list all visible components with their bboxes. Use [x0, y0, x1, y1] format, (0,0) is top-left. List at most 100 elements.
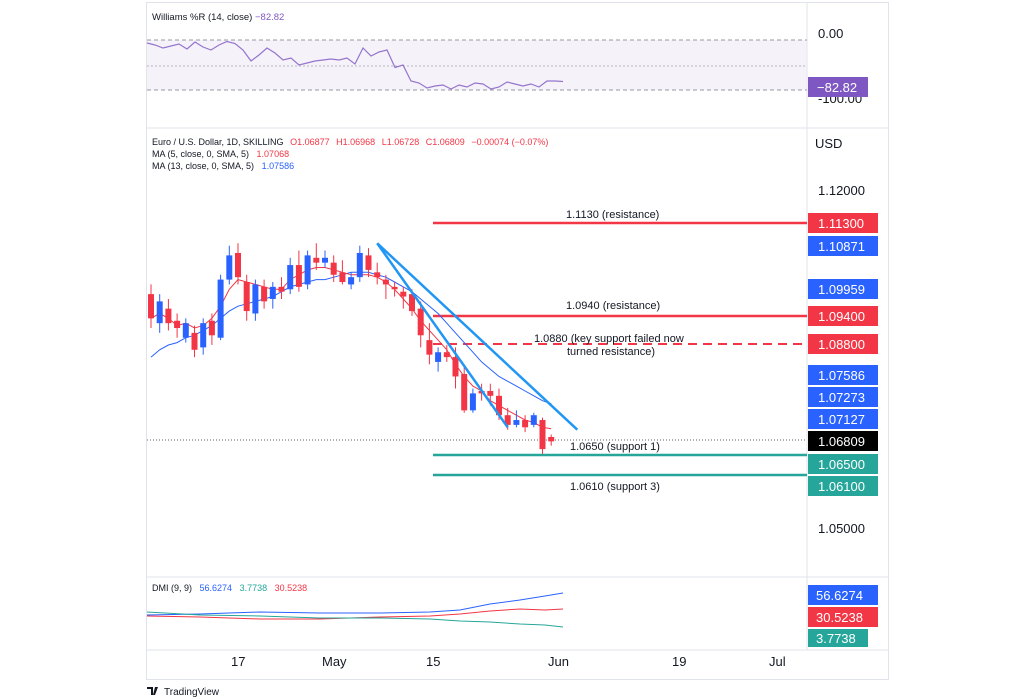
- candle-down[interactable]: [208, 320, 215, 336]
- candle-down[interactable]: [313, 257, 320, 263]
- symbol-legend: Euro / U.S. Dollar, 1D, SKILLING O1.0687…: [152, 137, 548, 147]
- annotation-s1: 1.0650 (support 1): [570, 441, 660, 453]
- candle-up[interactable]: [269, 286, 276, 299]
- dmi-adx-line: [146, 608, 564, 620]
- badge-bg-7: [808, 387, 878, 407]
- candle-up[interactable]: [356, 252, 363, 278]
- candle-up[interactable]: [322, 257, 328, 263]
- candle-up[interactable]: [252, 284, 259, 314]
- x-tick-jun: Jun: [548, 654, 569, 669]
- badge-bg-8: [808, 409, 878, 429]
- candle-down[interactable]: [487, 390, 494, 396]
- candle-down[interactable]: [496, 395, 502, 416]
- badge-bg-5: [808, 334, 878, 354]
- candle-up[interactable]: [469, 393, 476, 411]
- candle-up[interactable]: [513, 420, 520, 425]
- candle-down[interactable]: [148, 294, 154, 319]
- candle-down[interactable]: [174, 320, 181, 329]
- candle-down[interactable]: [165, 308, 172, 324]
- dmi-pane[interactable]: DMI (9, 9) 56.6274 3.7738 30.5238 56.627…: [146, 583, 878, 647]
- badge-09959: 1.09959: [818, 282, 865, 297]
- tradingview-logo[interactable]: TradingView: [147, 687, 220, 698]
- candle-down[interactable]: [522, 420, 529, 428]
- candle-down[interactable]: [382, 279, 389, 285]
- candle-down[interactable]: [417, 308, 424, 336]
- price-pane[interactable]: Euro / U.S. Dollar, 1D, SKILLING O1.0687…: [147, 136, 878, 536]
- candle-up[interactable]: [226, 255, 233, 280]
- ohlc-close: C1.06809: [426, 137, 465, 147]
- williams-axis-top: 0.00: [818, 26, 843, 41]
- candle-up[interactable]: [530, 415, 537, 425]
- candle-up[interactable]: [217, 279, 224, 338]
- candle-down[interactable]: [391, 286, 398, 290]
- candle-down[interactable]: [504, 415, 511, 425]
- candle-down[interactable]: [243, 282, 250, 312]
- dmi-badge-plus: 56.6274: [816, 588, 863, 603]
- candle-down[interactable]: [461, 374, 468, 411]
- candle-down[interactable]: [295, 265, 302, 287]
- candle-down[interactable]: [409, 294, 415, 312]
- x-tick-15: 15: [426, 654, 440, 669]
- candle-down[interactable]: [548, 436, 555, 442]
- candle-down[interactable]: [374, 272, 381, 278]
- time-axis[interactable]: 17 May 15 Jun 19 Jul: [231, 654, 786, 669]
- williams-badge-bg: [808, 77, 868, 97]
- candle-down[interactable]: [443, 352, 450, 358]
- tradingview-logo-icon: [147, 687, 158, 695]
- candle-down[interactable]: [191, 332, 198, 350]
- trendline-2[interactable]: [376, 242, 509, 429]
- candle-up[interactable]: [200, 323, 207, 348]
- x-tick-may: May: [322, 654, 347, 669]
- candle-down[interactable]: [452, 357, 459, 377]
- ohlc-high: H1.06968: [336, 137, 375, 147]
- price-tick-1050: 1.05000: [818, 521, 865, 536]
- candle-down[interactable]: [365, 255, 372, 270]
- williams-pane[interactable]: Williams %R (14, close) −82.82 0.00 -100…: [146, 12, 868, 106]
- candle-up[interactable]: [348, 277, 355, 285]
- candle-down[interactable]: [400, 291, 407, 297]
- dmi-legend: DMI (9, 9) 56.6274 3.7738 30.5238: [152, 583, 307, 593]
- badge-bg-11: [808, 476, 878, 496]
- dmi-plus-line: [146, 592, 564, 616]
- ma13-value: 1.07586: [262, 161, 295, 171]
- dmi-badge-plus-bg: [808, 585, 878, 605]
- annotation-r3a: 1.0880 (key support failed now: [534, 333, 684, 345]
- candle-down[interactable]: [330, 262, 337, 275]
- badge-bg-6: [808, 365, 878, 385]
- williams-value: −82.82: [255, 12, 284, 23]
- ma13-label: MA (13, close, 0, SMA, 5): [152, 161, 254, 171]
- annotation-s3: 1.0610 (support 3): [570, 481, 660, 493]
- candle-down[interactable]: [278, 286, 285, 292]
- badge-07127: 1.07127: [818, 412, 865, 427]
- candle-up[interactable]: [435, 352, 442, 362]
- badge-bg-1: [808, 213, 878, 233]
- candle-up[interactable]: [304, 255, 311, 285]
- trendline-1[interactable]: [376, 242, 579, 431]
- candle-down[interactable]: [261, 286, 268, 302]
- dmi-plus: 56.6274: [200, 583, 233, 593]
- williams-line: [146, 40, 564, 90]
- candle-up[interactable]: [182, 323, 189, 338]
- candle-down[interactable]: [235, 252, 241, 278]
- ohlc-open: O1.06877: [290, 137, 330, 147]
- candle-down[interactable]: [539, 420, 546, 450]
- ma5-value: 1.07068: [257, 149, 290, 159]
- candle-up[interactable]: [287, 265, 294, 290]
- dmi-header: DMI (9, 9): [152, 583, 192, 593]
- williams-badge: −82.82: [817, 80, 857, 95]
- x-tick-17: 17: [231, 654, 245, 669]
- candle-up[interactable]: [156, 301, 163, 324]
- badge-08800: 1.08800: [818, 337, 865, 352]
- candle-down[interactable]: [426, 340, 433, 355]
- tradingview-brand: TradingView: [164, 687, 220, 698]
- currency-label: USD: [815, 136, 842, 151]
- x-tick-jul: Jul: [769, 654, 786, 669]
- badge-bg-2: [808, 236, 878, 256]
- ohlc-change: −0.00074 (−0.07%): [471, 137, 548, 147]
- dmi-badge-minus-bg: [808, 629, 868, 647]
- price-tick-1120: 1.12000: [818, 183, 865, 198]
- dmi-badge-adx: 30.5238: [816, 610, 863, 625]
- candle-down[interactable]: [339, 272, 346, 283]
- dmi-minus-line: [146, 611, 564, 628]
- ma13-line: [150, 271, 552, 405]
